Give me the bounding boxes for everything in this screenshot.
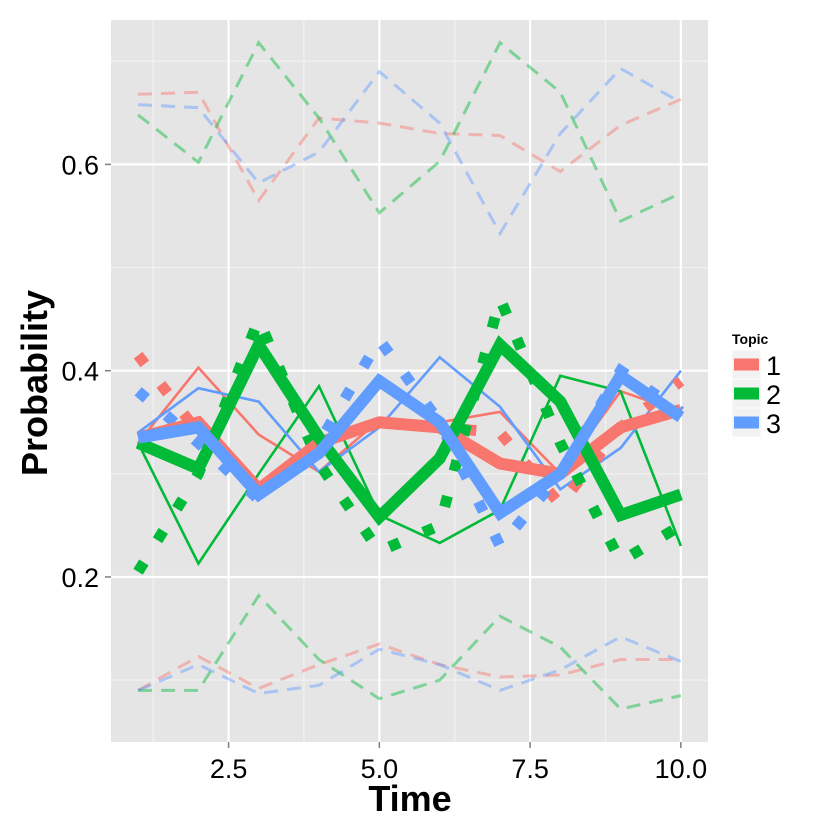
legend-item-topic-2: 2 (731, 378, 781, 410)
series-topic-2-dashed-upper (137, 39, 682, 224)
series-topic-1-dashed-lower (137, 642, 681, 692)
series-topic-2-mean (135, 332, 683, 527)
x-tick-label: 7.5 (511, 754, 549, 784)
y-tick-label: 0.4 (61, 357, 99, 387)
series-topic-3-dashed-lower (137, 635, 682, 696)
series-topic-3-mean (137, 367, 685, 522)
series-topic-2-thin-a (136, 374, 683, 567)
legend-title: Topic (732, 331, 769, 347)
x-axis-title: Time (368, 778, 451, 819)
legend-label: 3 (766, 409, 781, 439)
series-topic-1-dashed-upper (138, 90, 682, 204)
axis-tick-labels: 2.5 5.0 7.5 10.0 0.2 0.4 0.6 (61, 150, 707, 784)
series-layer (133, 39, 685, 711)
y-tick-label: 0.2 (61, 563, 99, 593)
grid-minor (111, 20, 708, 742)
legend-items: 123 (731, 349, 781, 439)
legend-item-topic-3: 3 (731, 407, 781, 439)
series-topic-3-dashed-upper (138, 66, 682, 237)
x-tick-label: 2.5 (210, 754, 248, 784)
y-tick-label: 0.6 (61, 150, 99, 180)
x-tick-label: 5.0 (361, 754, 399, 784)
series-topic-2-dashed-lower (138, 593, 682, 711)
x-tick-label: 10.0 (655, 754, 708, 784)
series-topic-3-dotted (134, 329, 685, 557)
legend-label: 2 (766, 380, 781, 410)
legend: Topic 123 (731, 331, 781, 439)
legend-label: 1 (766, 351, 781, 381)
axis-ticks (105, 163, 682, 748)
y-axis-title: Probability (14, 290, 55, 476)
legend-item-topic-1: 1 (731, 349, 781, 381)
